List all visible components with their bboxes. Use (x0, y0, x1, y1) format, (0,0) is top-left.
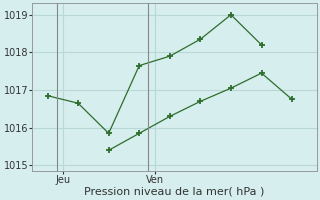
X-axis label: Pression niveau de la mer( hPa ): Pression niveau de la mer( hPa ) (84, 187, 265, 197)
